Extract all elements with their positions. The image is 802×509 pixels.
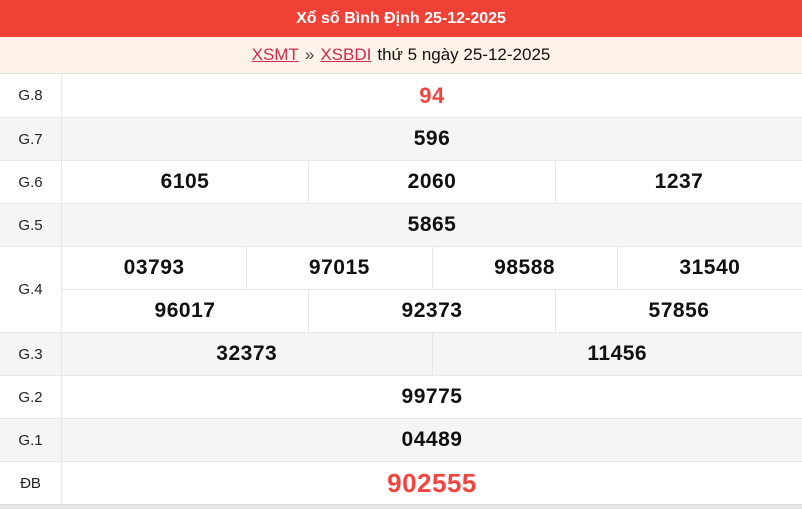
prize-label-db: ĐB — [0, 462, 62, 504]
prize-number-g4-3: 98588 — [433, 247, 618, 289]
table-row-g3: G.3 32373 11456 — [0, 332, 802, 375]
prize-number-g4-2: 97015 — [247, 247, 432, 289]
table-row-g2: G.2 99775 — [0, 375, 802, 418]
prize-label-g2: G.2 — [0, 376, 62, 418]
table-row-db: ĐB 902555 — [0, 461, 802, 504]
breadcrumb: XSMT » XSBDI thứ 5 ngày 25-12-2025 — [0, 37, 802, 73]
table-row-g6: G.6 6105 2060 1237 — [0, 160, 802, 203]
prize-label-g3: G.3 — [0, 333, 62, 375]
table-row-g7: G.7 596 — [0, 117, 802, 160]
table-row-g1: G.1 04489 — [0, 418, 802, 461]
prize-label-g7: G.7 — [0, 118, 62, 160]
prize-number-g3-2: 11456 — [433, 333, 802, 375]
prize-number-g6-2: 2060 — [309, 161, 556, 203]
table-row-g8: G.8 94 — [0, 74, 802, 117]
prize-label-g6: G.6 — [0, 161, 62, 203]
table-row-g4: G.4 03793 97015 98588 31540 96017 92373 … — [0, 246, 802, 332]
prize-number-g6-1: 6105 — [62, 161, 309, 203]
prize-number-g7: 596 — [62, 118, 802, 160]
breadcrumb-date-text: thứ 5 ngày 25-12-2025 — [377, 45, 550, 65]
prize-number-db: 902555 — [62, 462, 802, 504]
prize-number-g4-7: 57856 — [556, 290, 802, 332]
prize-label-g1: G.1 — [0, 419, 62, 461]
prize-number-g5: 5865 — [62, 204, 802, 246]
prize-number-g8: 94 — [62, 74, 802, 117]
results-table: G.8 94 G.7 596 G.6 6105 2060 1237 G.5 58… — [0, 73, 802, 504]
prize-number-g4-1: 03793 — [62, 247, 247, 289]
breadcrumb-link-xsbdi[interactable]: XSBDI — [320, 45, 371, 65]
prize-number-g4-5: 96017 — [62, 290, 309, 332]
prize-label-g4: G.4 — [0, 247, 62, 332]
prize-number-g1: 04489 — [62, 419, 802, 461]
table-row-g5: G.5 5865 — [0, 203, 802, 246]
prize-label-g8: G.8 — [0, 74, 62, 117]
prize-number-g2: 99775 — [62, 376, 802, 418]
prize-number-g4-6: 92373 — [309, 290, 556, 332]
prize-number-g6-3: 1237 — [556, 161, 802, 203]
prize-label-g5: G.5 — [0, 204, 62, 246]
prize-number-g3-1: 32373 — [62, 333, 433, 375]
breadcrumb-separator: » — [305, 45, 314, 65]
page-title: Xổ số Bình Định 25-12-2025 — [296, 10, 506, 28]
prize-number-g4-4: 31540 — [618, 247, 802, 289]
breadcrumb-link-xsmt[interactable]: XSMT — [252, 45, 299, 65]
page-title-bar: Xổ số Bình Định 25-12-2025 — [0, 0, 802, 37]
